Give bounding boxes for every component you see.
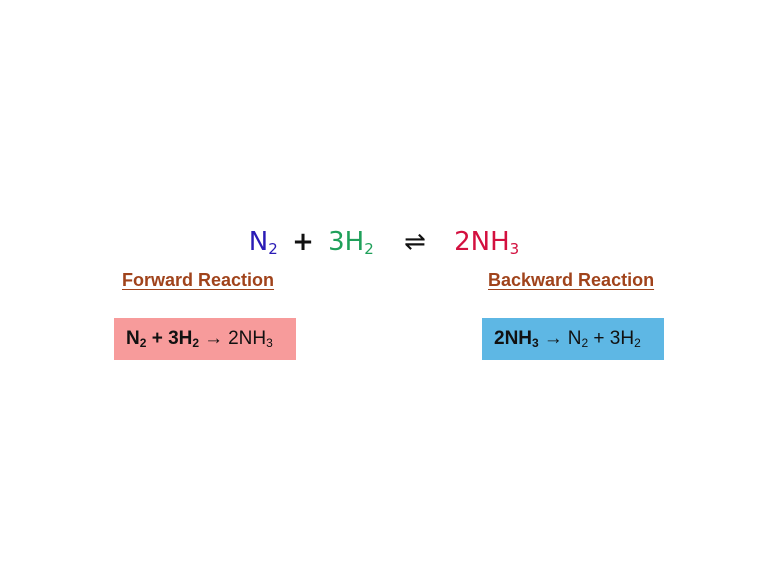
forward-reaction-box: N2 + 3H2 → 2NH3 <box>114 318 296 360</box>
nitrogen-subscript: 2 <box>268 240 278 258</box>
backward-nitrogen-subscript: 2 <box>581 336 589 350</box>
backward-hydrogen-subscript: 2 <box>634 336 641 350</box>
hydrogen-subscript: 2 <box>364 240 374 258</box>
ammonia-product: 2NH3 <box>454 227 519 257</box>
forward-nitrogen-subscript: 2 <box>139 336 147 350</box>
forward-hydrogen-subscript: 2 <box>192 336 200 350</box>
backward-nitrogen: N <box>567 328 582 349</box>
hydrogen-symbol: 3H <box>328 227 365 257</box>
forward-arrow-icon: → <box>204 328 224 349</box>
forward-hydrogen: + 3H <box>151 328 193 349</box>
equilibrium-arrow-icon: ⇌ <box>404 227 426 257</box>
backward-products: N2 + 3H2 <box>568 328 641 349</box>
forward-reaction-heading: Forward Reaction <box>122 270 275 290</box>
forward-ammonia-subscript: 3 <box>266 336 273 350</box>
forward-reactants: N2 + 3H2 <box>126 328 199 349</box>
backward-hydrogen: + 3H <box>593 328 635 349</box>
forward-nitrogen: N <box>126 328 140 349</box>
ammonia-subscript: 3 <box>509 240 520 258</box>
ammonia-symbol: 2NH <box>454 227 510 257</box>
backward-ammonia-subscript: 3 <box>532 336 539 350</box>
forward-ammonia: 2NH <box>228 328 267 349</box>
backward-reactant: 2NH3 <box>494 328 539 349</box>
nitrogen-symbol: N <box>248 227 269 257</box>
main-equilibrium-equation: N2 + 3H2 ⇌ 2NH3 <box>0 222 768 262</box>
nitrogen-reactant: N2 <box>249 227 278 257</box>
backward-reaction-box: 2NH3 → N2 + 3H2 <box>482 318 664 360</box>
backward-ammonia: 2NH <box>494 328 533 349</box>
backward-arrow-icon: → <box>543 328 563 349</box>
backward-reaction-heading: Backward Reaction <box>488 270 655 290</box>
forward-product: 2NH3 <box>228 328 273 349</box>
hydrogen-reactant: 3H2 <box>328 227 374 257</box>
plus-sign: + <box>292 227 314 257</box>
